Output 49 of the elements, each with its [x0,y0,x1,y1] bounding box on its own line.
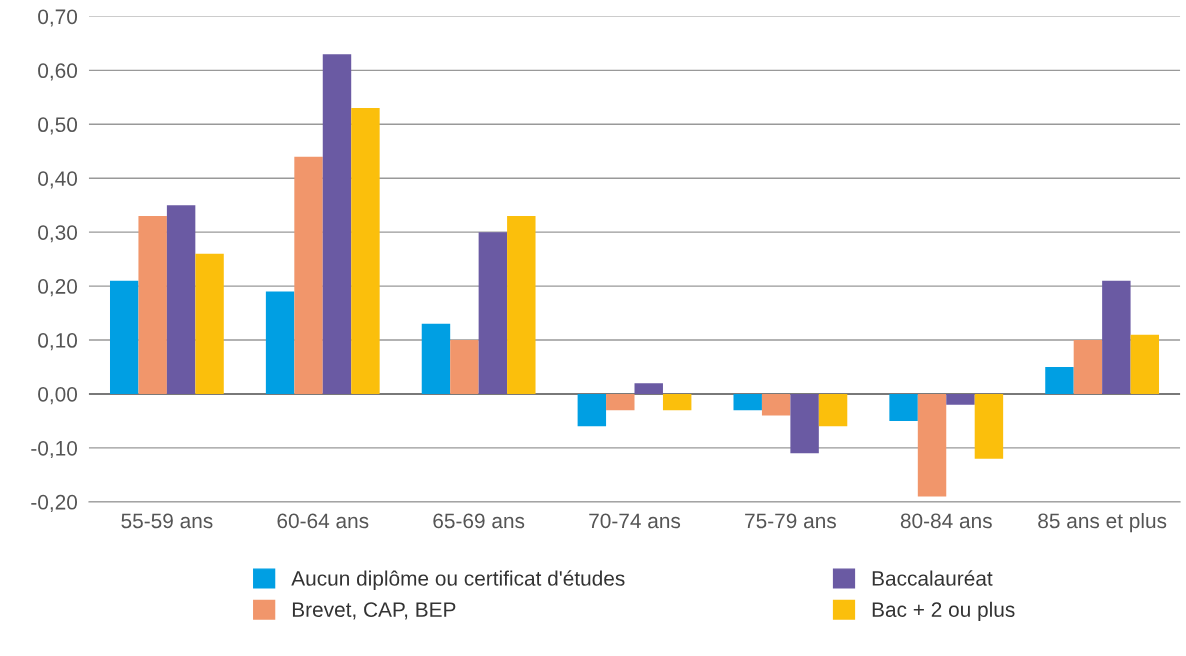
bar [1045,367,1074,394]
bar [109,280,139,394]
bar [1130,334,1160,394]
y-tick-label: -0,10 [31,440,78,459]
bar [818,393,848,427]
bar [294,156,323,394]
x-tick-label: 65-69 ans [433,513,525,529]
bar [322,54,352,394]
bar [790,393,819,454]
bar [577,393,607,427]
y-tick-label: 0,40 [38,171,78,189]
bar [889,393,918,421]
bar [421,323,451,394]
bar [606,393,635,411]
y-tick-label: 0,10 [38,333,78,351]
y-tick-label: 0,20 [38,279,78,297]
bar [265,291,295,394]
bar [946,393,975,405]
y-tick-label: 0,30 [38,225,78,243]
bar [733,393,762,411]
y-tick-label: -0,20 [31,494,78,513]
x-tick-label: 70-74 ans [589,513,681,529]
bar [166,205,196,394]
bar [634,383,663,394]
x-tick-label: 75-79 ans [745,513,836,529]
bar [351,108,380,394]
bar [1102,280,1131,394]
legend-label: Aucun diplôme ou certificat d'études [291,570,625,590]
bar [761,393,791,416]
bar [478,232,508,394]
y-tick-label: 0,60 [38,63,78,81]
y-tick-label: 0,00 [38,386,78,405]
bar [450,340,479,394]
x-tick-label: 85 ans et plus [1038,512,1167,533]
y-tick-label: 0,50 [38,117,78,135]
bar [507,215,536,394]
bar [195,253,224,394]
bar [138,215,167,394]
x-tick-label: 55-59 ans [121,513,213,529]
x-tick-label: 60-64 ans [277,513,369,529]
bar [1073,340,1103,394]
legend-label: Brevet, CAP, BEP [292,602,456,620]
legend-label: Bac + 2 ou plus [872,601,1015,622]
bar [917,393,947,497]
bar [974,393,1004,459]
y-tick-label: 0,70 [38,9,78,27]
legend-label: Baccalauréat [872,570,993,586]
x-tick-label: 80-84 ans [900,513,992,529]
bar [662,393,692,411]
